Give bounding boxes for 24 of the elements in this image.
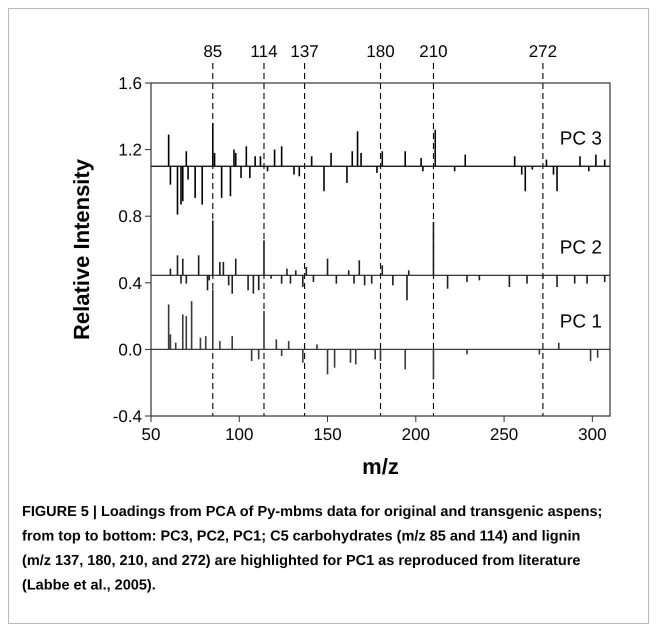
y-tick-label: 0.0 (118, 340, 142, 360)
x-tick-label: 250 (490, 425, 518, 444)
x-tick-label: 100 (225, 425, 254, 444)
series-label: PC 2 (560, 237, 602, 258)
y-tick-label: 1.2 (118, 140, 142, 160)
y-tick-label: 0.8 (118, 207, 142, 226)
series-label: PC 3 (560, 128, 602, 150)
ref-line-label: 85 (203, 42, 222, 61)
ref-line-label: 137 (290, 42, 319, 61)
ref-line-label: 210 (419, 42, 448, 61)
y-axis-title: Relative Intensity (69, 158, 94, 340)
x-tick-label: 200 (402, 425, 430, 444)
y-tick-label: 0.4 (118, 274, 142, 293)
x-tick-label: 50 (142, 425, 160, 444)
ref-line-label: 180 (366, 42, 395, 61)
y-tick-label: 1.6 (118, 74, 142, 93)
x-axis-title: m/z (362, 454, 399, 479)
x-tick-label: 300 (578, 425, 607, 444)
ref-line-label: 272 (528, 42, 558, 61)
y-tick-label: -0.4 (112, 407, 142, 426)
ref-line-label: 114 (250, 42, 278, 61)
series-label: PC 1 (560, 311, 602, 332)
x-tick-label: 150 (313, 425, 342, 444)
caption: FIGURE 5 | Loadings from PCA of Py-mbms data for original and transgenic aspens; from top to bottom: PC3, PC2, PC1; C5 carbohydrates (m/z 85 and 114) and lignin (m/z 137, 180, 210, and 272) are highlighted for PC1 as reproduced from literature (Labbe et al., 2005). (22, 504, 602, 594)
